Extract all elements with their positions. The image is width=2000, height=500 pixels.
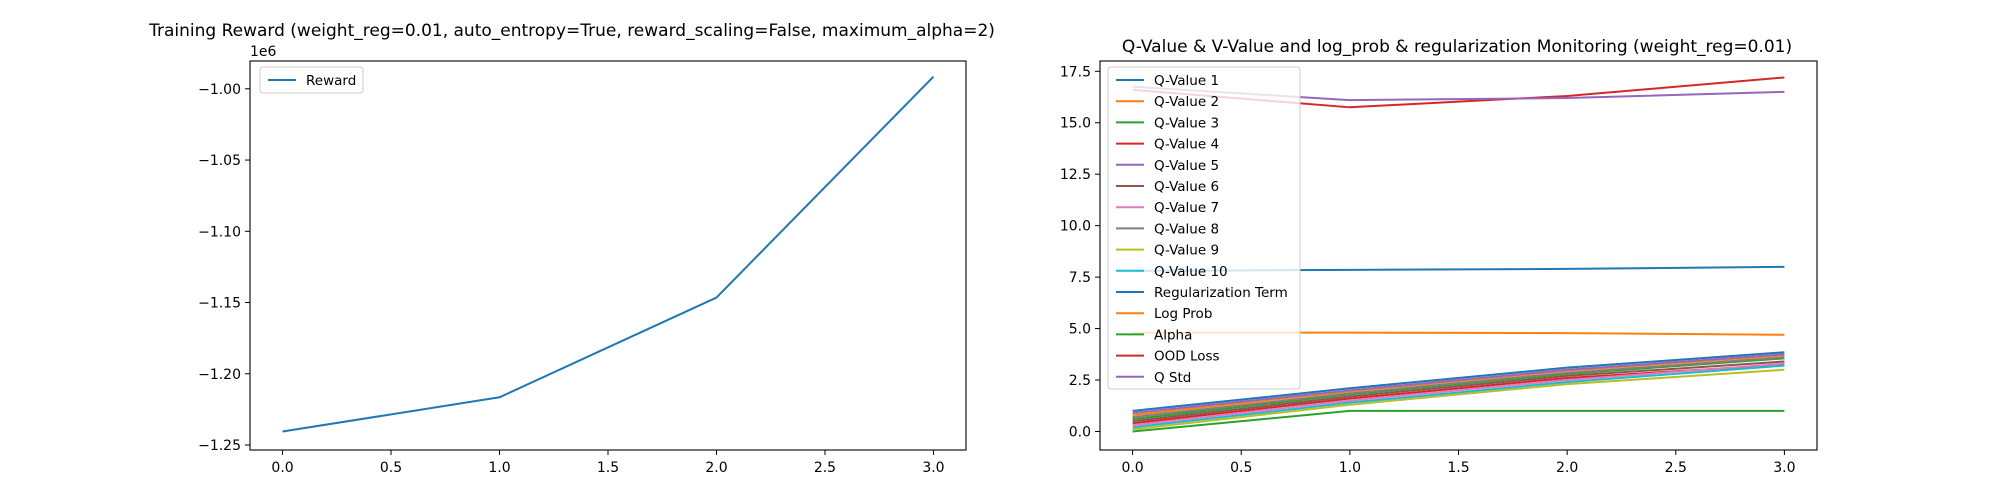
y-tick-label: 5.0	[1069, 322, 1091, 338]
x-tick-label: 2.5	[1665, 460, 1687, 476]
x-tick-label: 1.5	[597, 460, 619, 476]
y-tick-label: −1.05	[198, 153, 241, 169]
y-tick-label: 15.0	[1060, 116, 1091, 132]
series-line-8	[1132, 356, 1785, 419]
legend-label: Q-Value 9	[1154, 243, 1219, 259]
legend-box	[1107, 66, 1301, 390]
x-tick-label: 0.0	[1121, 460, 1143, 476]
series-line-7	[1132, 362, 1785, 427]
x-tick-label: 0.0	[271, 460, 293, 476]
x-tick-label: 0.5	[380, 460, 402, 476]
legend-label: Q-Value 7	[1154, 200, 1219, 216]
y-tick-label: −1.25	[198, 438, 241, 454]
x-tick-label: 1.0	[1339, 460, 1361, 476]
legend-label: Q-Value 6	[1154, 179, 1219, 195]
y-tick-label: 17.5	[1060, 64, 1091, 80]
legend-label: OOD Loss	[1154, 349, 1220, 365]
y-tick-label: −1.10	[198, 224, 241, 240]
y-tick-label: −1.15	[198, 296, 241, 312]
legend-label: Q-Value 4	[1154, 137, 1219, 153]
y-tick-label: 2.5	[1069, 373, 1091, 389]
legend-label: Q Std	[1154, 370, 1191, 386]
axes-frame	[249, 60, 967, 451]
y-tick-label: 12.5	[1060, 167, 1091, 183]
legend-label: Q-Value 3	[1154, 115, 1219, 131]
x-tick-label: 1.0	[488, 460, 510, 476]
series-line-9	[1132, 368, 1785, 431]
legend-label: Alpha	[1154, 327, 1192, 343]
legend-label: Log Prob	[1154, 306, 1212, 322]
x-tick-label: 3.0	[922, 460, 944, 476]
reward-legend: Reward	[259, 66, 364, 94]
legend-label: Q-Value 2	[1154, 94, 1219, 110]
y-tick-label: −1.20	[198, 367, 241, 383]
legend-label: Q-Value 5	[1154, 158, 1219, 174]
y-tick-label: −1.00	[198, 82, 241, 98]
legend-label: Q-Value 1	[1154, 73, 1219, 89]
legend-label: Q-Value 8	[1154, 221, 1219, 237]
legend-label: Reward	[306, 73, 356, 89]
reward-plot-area: 0.0 0.5 1.0 1.5 2.0 2.5 3.0 −1.25 −1.20 −1.15 −1.1…	[198, 60, 967, 476]
series-line-1	[1132, 351, 1785, 412]
reward-chart-title: Training Reward (weight_reg=0.01, auto_e…	[148, 21, 995, 41]
series-line-5	[1132, 353, 1785, 414]
x-tick-label: 3.0	[1773, 460, 1795, 476]
reward-chart: Training Reward (weight_reg=0.01, auto_e…	[148, 21, 995, 476]
y-tick-label: 0.0	[1069, 424, 1091, 440]
legend-box	[259, 66, 364, 94]
series-line-13	[1132, 409, 1785, 433]
series-line-3	[1132, 357, 1785, 421]
monitoring-chart-title: Q-Value & V-Value and log_prob & regular…	[1122, 37, 1792, 57]
reward-offset-text: 1e6	[250, 44, 277, 60]
x-tick-label: 1.5	[1447, 460, 1469, 476]
series-line-2	[1132, 354, 1785, 417]
series-line-10	[1132, 364, 1785, 429]
x-tick-label: 2.0	[705, 460, 727, 476]
x-tick-label: 0.5	[1230, 460, 1252, 476]
series-line-1	[282, 75, 935, 433]
x-tick-label: 2.0	[1556, 460, 1578, 476]
x-tick-label: 2.5	[814, 460, 836, 476]
legend-label: Q-Value 10	[1154, 264, 1228, 280]
legend-label: Regularization Term	[1154, 285, 1288, 301]
monitoring-chart: Q-Value & V-Value and log_prob & regular…	[1060, 37, 1818, 476]
y-tick-label: 10.0	[1060, 219, 1091, 235]
y-tick-label: 7.5	[1069, 270, 1091, 286]
monitoring-legend: Q-Value 1 Q-Value 2 Q-Value 3 Q-Value 4 Q-Va…	[1107, 66, 1301, 390]
series-line-6	[1132, 360, 1785, 423]
